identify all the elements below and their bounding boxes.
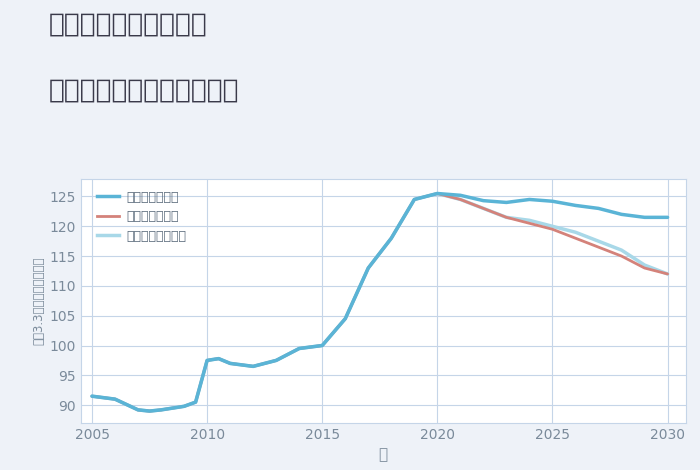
バッドシナリオ xyxy=(214,356,223,361)
ノーマルシナリオ xyxy=(249,364,258,369)
バッドシナリオ xyxy=(502,214,510,220)
ノーマルシナリオ xyxy=(364,265,372,271)
バッドシナリオ xyxy=(387,235,395,241)
ノーマルシナリオ xyxy=(594,238,603,244)
グッドシナリオ xyxy=(180,403,188,409)
Y-axis label: 平（3.3㎡）単価（万円）: 平（3.3㎡）単価（万円） xyxy=(32,257,45,345)
バッドシナリオ xyxy=(433,191,442,196)
ノーマルシナリオ xyxy=(111,396,119,402)
X-axis label: 年: 年 xyxy=(379,447,388,462)
バッドシナリオ xyxy=(480,205,488,211)
バッドシナリオ xyxy=(594,244,603,250)
バッドシナリオ xyxy=(180,403,188,409)
グッドシナリオ xyxy=(341,316,349,321)
バッドシナリオ xyxy=(571,235,580,241)
グッドシナリオ xyxy=(664,214,672,220)
ノーマルシナリオ xyxy=(456,196,465,202)
グッドシナリオ xyxy=(134,407,142,413)
ノーマルシナリオ xyxy=(410,196,419,202)
グッドシナリオ xyxy=(214,356,223,361)
グッドシナリオ xyxy=(640,214,649,220)
ノーマルシナリオ xyxy=(203,358,211,363)
グッドシナリオ xyxy=(260,360,269,366)
Line: グッドシナリオ: グッドシナリオ xyxy=(92,194,668,411)
ノーマルシナリオ xyxy=(146,408,154,414)
バッドシナリオ xyxy=(617,253,626,259)
グッドシナリオ xyxy=(111,396,119,402)
バッドシナリオ xyxy=(525,220,533,226)
バッドシナリオ xyxy=(664,271,672,277)
バッドシナリオ xyxy=(295,345,303,351)
バッドシナリオ xyxy=(260,360,269,366)
ノーマルシナリオ xyxy=(617,247,626,253)
グッドシナリオ xyxy=(249,364,258,369)
Legend: グッドシナリオ, バッドシナリオ, ノーマルシナリオ: グッドシナリオ, バッドシナリオ, ノーマルシナリオ xyxy=(93,187,190,246)
ノーマルシナリオ xyxy=(214,356,223,361)
ノーマルシナリオ xyxy=(387,235,395,241)
グッドシナリオ xyxy=(226,360,234,366)
グッドシナリオ xyxy=(433,191,442,196)
ノーマルシナリオ xyxy=(640,262,649,268)
ノーマルシナリオ xyxy=(548,223,556,229)
ノーマルシナリオ xyxy=(88,393,96,399)
バッドシナリオ xyxy=(134,407,142,413)
ノーマルシナリオ xyxy=(525,218,533,223)
ノーマルシナリオ xyxy=(502,214,510,220)
Text: 中古マンションの価格推移: 中古マンションの価格推移 xyxy=(49,78,239,103)
バッドシナリオ xyxy=(157,407,165,413)
グッドシナリオ xyxy=(203,358,211,363)
バッドシナリオ xyxy=(191,400,200,405)
グッドシナリオ xyxy=(88,393,96,399)
バッドシナリオ xyxy=(146,408,154,414)
グッドシナリオ xyxy=(410,196,419,202)
グッドシナリオ xyxy=(318,343,326,348)
グッドシナリオ xyxy=(191,400,200,405)
バッドシナリオ xyxy=(456,196,465,202)
ノーマルシナリオ xyxy=(260,360,269,366)
Text: 兵庫県姫路市吉田町の: 兵庫県姫路市吉田町の xyxy=(49,12,208,38)
ノーマルシナリオ xyxy=(191,400,200,405)
バッドシナリオ xyxy=(249,364,258,369)
バッドシナリオ xyxy=(410,196,419,202)
バッドシナリオ xyxy=(111,396,119,402)
グッドシナリオ xyxy=(502,200,510,205)
バッドシナリオ xyxy=(226,360,234,366)
ノーマルシナリオ xyxy=(341,316,349,321)
ノーマルシナリオ xyxy=(664,271,672,277)
バッドシナリオ xyxy=(548,227,556,232)
グッドシナリオ xyxy=(157,407,165,413)
ノーマルシナリオ xyxy=(480,205,488,211)
グッドシナリオ xyxy=(617,212,626,217)
ノーマルシナリオ xyxy=(226,360,234,366)
グッドシナリオ xyxy=(364,265,372,271)
ノーマルシナリオ xyxy=(295,345,303,351)
ノーマルシナリオ xyxy=(318,343,326,348)
グッドシナリオ xyxy=(387,235,395,241)
ノーマルシナリオ xyxy=(134,407,142,413)
バッドシナリオ xyxy=(364,265,372,271)
ノーマルシナリオ xyxy=(433,191,442,196)
バッドシナリオ xyxy=(272,358,281,363)
バッドシナリオ xyxy=(318,343,326,348)
グッドシナリオ xyxy=(456,193,465,198)
グッドシナリオ xyxy=(571,203,580,208)
バッドシナリオ xyxy=(341,316,349,321)
グッドシナリオ xyxy=(594,205,603,211)
ノーマルシナリオ xyxy=(157,407,165,413)
バッドシナリオ xyxy=(640,265,649,271)
グッドシナリオ xyxy=(295,345,303,351)
グッドシナリオ xyxy=(548,198,556,204)
バッドシナリオ xyxy=(203,358,211,363)
バッドシナリオ xyxy=(88,393,96,399)
グッドシナリオ xyxy=(525,196,533,202)
グッドシナリオ xyxy=(146,408,154,414)
ノーマルシナリオ xyxy=(272,358,281,363)
Line: ノーマルシナリオ: ノーマルシナリオ xyxy=(92,194,668,411)
ノーマルシナリオ xyxy=(180,403,188,409)
ノーマルシナリオ xyxy=(571,229,580,235)
Line: バッドシナリオ: バッドシナリオ xyxy=(92,194,668,411)
グッドシナリオ xyxy=(480,198,488,204)
グッドシナリオ xyxy=(272,358,281,363)
